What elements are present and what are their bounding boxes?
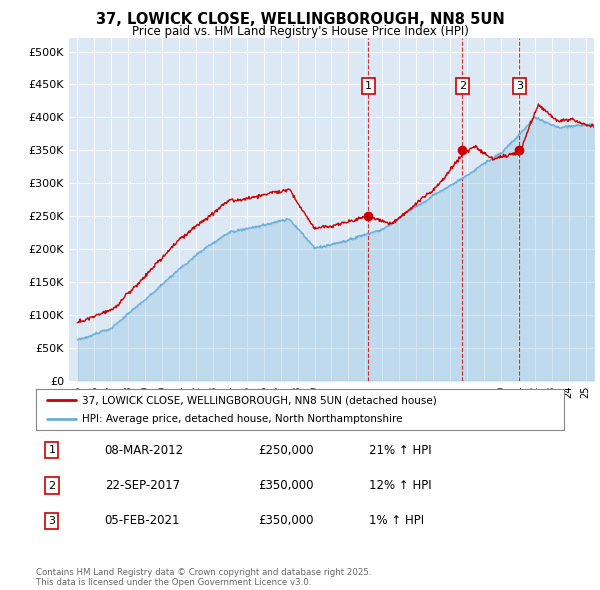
- Text: 37, LOWICK CLOSE, WELLINGBOROUGH, NN8 5UN (detached house): 37, LOWICK CLOSE, WELLINGBOROUGH, NN8 5U…: [82, 395, 437, 405]
- Text: 1: 1: [365, 81, 372, 91]
- Text: 3: 3: [49, 516, 55, 526]
- Text: 05-FEB-2021: 05-FEB-2021: [104, 514, 180, 527]
- Text: £250,000: £250,000: [258, 444, 313, 457]
- Text: HPI: Average price, detached house, North Northamptonshire: HPI: Average price, detached house, Nort…: [82, 415, 403, 424]
- Text: £350,000: £350,000: [258, 479, 313, 492]
- Text: 12% ↑ HPI: 12% ↑ HPI: [368, 479, 431, 492]
- Text: Contains HM Land Registry data © Crown copyright and database right 2025.
This d: Contains HM Land Registry data © Crown c…: [36, 568, 371, 587]
- Text: 22-SEP-2017: 22-SEP-2017: [104, 479, 180, 492]
- Text: £350,000: £350,000: [258, 514, 313, 527]
- Text: 3: 3: [516, 81, 523, 91]
- Text: 1% ↑ HPI: 1% ↑ HPI: [368, 514, 424, 527]
- Text: 2: 2: [459, 81, 466, 91]
- Text: 2: 2: [48, 481, 55, 490]
- Text: 1: 1: [49, 445, 55, 455]
- Text: Price paid vs. HM Land Registry's House Price Index (HPI): Price paid vs. HM Land Registry's House …: [131, 25, 469, 38]
- Text: 08-MAR-2012: 08-MAR-2012: [104, 444, 184, 457]
- Text: 37, LOWICK CLOSE, WELLINGBOROUGH, NN8 5UN: 37, LOWICK CLOSE, WELLINGBOROUGH, NN8 5U…: [95, 12, 505, 27]
- Text: 21% ↑ HPI: 21% ↑ HPI: [368, 444, 431, 457]
